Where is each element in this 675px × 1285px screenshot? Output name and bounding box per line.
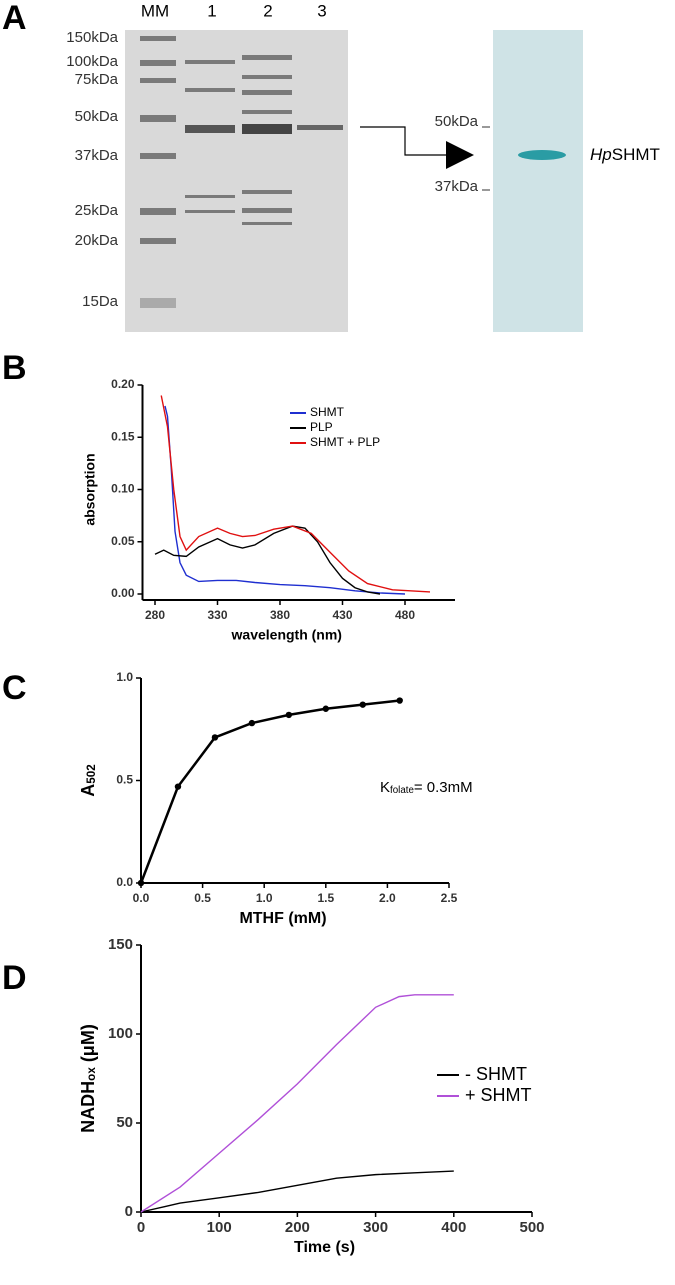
arrow-head xyxy=(446,141,474,169)
data-point xyxy=(285,711,293,719)
x-axis-label: Time (s) xyxy=(294,1239,355,1256)
y-tick-label: 0.00 xyxy=(111,586,135,600)
text-part: A xyxy=(78,784,98,797)
label-part: Hp xyxy=(590,145,612,164)
legend-label: - SHMT xyxy=(465,1064,527,1084)
lane-labels: MM 1 2 3 xyxy=(141,1,327,20)
lane-label: 3 xyxy=(317,1,326,20)
mw-label: 50kDa xyxy=(435,113,479,130)
text-part: NADH xyxy=(78,1081,98,1133)
data-point xyxy=(211,734,219,741)
y-tick-label: 0.20 xyxy=(111,377,135,391)
lane-label: 1 xyxy=(207,1,216,20)
text-part: ox xyxy=(85,1067,98,1081)
x-tick-label: 400 xyxy=(441,1219,466,1236)
y-tick-label: 0 xyxy=(125,1203,133,1220)
x-tick-label: 280 xyxy=(145,608,165,622)
data-point xyxy=(396,697,403,704)
x-axis-label: wavelength (nm) xyxy=(231,627,342,643)
series-line xyxy=(139,699,400,884)
x-tick-label: 500 xyxy=(519,1219,544,1236)
x-tick-label: 0 xyxy=(137,1219,145,1236)
y-tick-label: 50 xyxy=(116,1114,133,1131)
panel-label: D xyxy=(2,959,27,997)
x-tick-label: 480 xyxy=(395,608,415,622)
data-point xyxy=(174,783,182,790)
panel-label: A xyxy=(2,0,27,37)
text-part: folate xyxy=(390,785,414,796)
text-part: K xyxy=(380,779,390,796)
label-part: SHMT xyxy=(612,145,660,164)
panel-label: C xyxy=(2,669,27,707)
y-tick-label: 0.10 xyxy=(111,482,135,496)
arrow xyxy=(360,126,450,156)
y-tick-label: 150 xyxy=(108,936,133,953)
gel-bands xyxy=(140,36,343,308)
legend-label: SHMT + PLP xyxy=(310,435,380,449)
gel xyxy=(125,30,348,332)
data-point xyxy=(248,719,256,727)
mw-label: 15Da xyxy=(82,293,119,310)
text-part: 502 xyxy=(85,764,98,784)
lane-label: MM xyxy=(141,1,169,20)
series-line xyxy=(140,994,454,1213)
y-tick-label: 0.0 xyxy=(116,875,133,889)
x-tick-label: 200 xyxy=(285,1219,310,1236)
y-tick-label: 100 xyxy=(108,1025,133,1042)
purified-band xyxy=(518,150,566,160)
x-tick-label: 330 xyxy=(207,608,227,622)
mw-label: 150kDa xyxy=(66,29,118,46)
mw-label: 37kDa xyxy=(435,178,479,195)
mw-label: 50kDa xyxy=(75,108,119,125)
x-tick-label: 100 xyxy=(207,1219,232,1236)
y-tick-label: 0.15 xyxy=(111,429,135,443)
x-tick-label: 0.5 xyxy=(194,891,211,905)
y-tick-label: 0.5 xyxy=(116,773,133,787)
y-tick-label: 1.0 xyxy=(116,670,133,684)
x-tick-label: 1.5 xyxy=(317,891,334,905)
x-tick-label: 0.0 xyxy=(133,891,150,905)
x-tick-label: 430 xyxy=(332,608,352,622)
data-point xyxy=(137,879,145,887)
x-tick-label: 1.0 xyxy=(256,891,273,905)
x-tick-label: 380 xyxy=(270,608,290,622)
mw-label: 20kDa xyxy=(75,232,119,249)
text-part: = 0.3mM xyxy=(414,779,473,796)
y-axis-label: absorption xyxy=(81,453,97,525)
text-part: absorption xyxy=(81,453,97,525)
x-tick-label: 300 xyxy=(363,1219,388,1236)
panel-label: B xyxy=(2,349,27,387)
series-line xyxy=(140,1170,454,1213)
y-tick-label: 0.05 xyxy=(111,534,135,548)
x-tick-label: 2.5 xyxy=(441,891,458,905)
data-point xyxy=(322,705,329,712)
legend-label: + SHMT xyxy=(465,1085,532,1105)
series-line xyxy=(164,405,406,595)
mw-label: 37kDa xyxy=(75,147,119,164)
legend-label: PLP xyxy=(310,420,333,434)
series-line xyxy=(160,395,431,593)
protein-label: HpSHMT xyxy=(590,145,660,164)
y-axis-label: NADHox (μM) xyxy=(78,1024,98,1133)
annotation: Kfolate= 0.3mM xyxy=(380,779,473,796)
text-part: (μM) xyxy=(78,1024,98,1067)
mw-label: 25kDa xyxy=(75,202,119,219)
x-axis-label: MTHF (mM) xyxy=(239,910,326,927)
series-line xyxy=(154,525,381,595)
data-point xyxy=(359,701,366,708)
mw-label: 75kDa xyxy=(75,71,119,88)
mw-label: 100kDa xyxy=(66,53,118,70)
lane-label: 2 xyxy=(263,1,272,20)
purified-gel xyxy=(493,30,583,332)
x-tick-label: 2.0 xyxy=(379,891,396,905)
legend-label: SHMT xyxy=(310,405,345,419)
y-axis-label: A502 xyxy=(78,764,98,797)
